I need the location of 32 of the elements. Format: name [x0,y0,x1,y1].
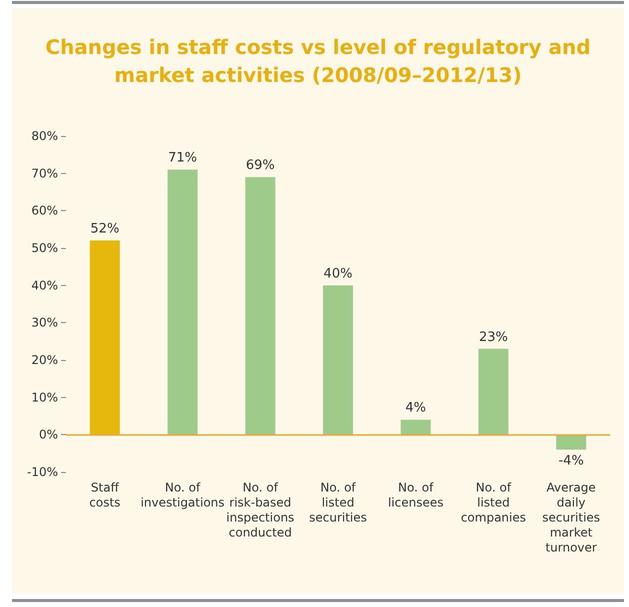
y-tick-label: 20% [31,353,58,367]
bar [478,348,508,435]
x-tick-label: Average daily securities market turnover [542,480,600,554]
y-tick-label: 50% [31,241,58,255]
y-tick-label: 30% [31,316,58,330]
bar [556,434,586,450]
y-tick-label: 70% [31,166,58,180]
y-tick-label: 10% [31,390,58,404]
data-label: 71% [168,150,198,166]
x-tick-label: No. of investigations [140,480,225,510]
data-label: 52% [90,222,120,237]
bar [400,420,431,435]
y-tick-label: 40% [31,278,58,292]
data-label: 40% [324,266,352,282]
y-tick-label: 80% [31,129,58,143]
bar [90,240,120,435]
x-tick-label: No. of listed securities [309,480,367,524]
data-label: 23% [478,330,508,345]
x-tick-label: No. of listed companies [460,480,526,524]
bar [168,170,198,435]
bar [323,285,353,435]
y-tick-label: 0% [38,428,58,442]
data-label: 4% [405,400,426,416]
x-tick-label: No. of risk-based inspections conducted [226,480,294,540]
y-tick-label: -10% [26,465,58,479]
y-tick-label: 60% [31,204,58,218]
bar [245,177,276,435]
x-tick-label: No. of licensees [388,480,444,510]
data-label: 69% [246,158,275,174]
x-tick-label: Staff costs [89,480,120,510]
chart-title: Changes in staff costs vs level of regulatory and market activities (2008/09–2012/13) [45,35,591,87]
data-label: -4% [558,454,584,469]
